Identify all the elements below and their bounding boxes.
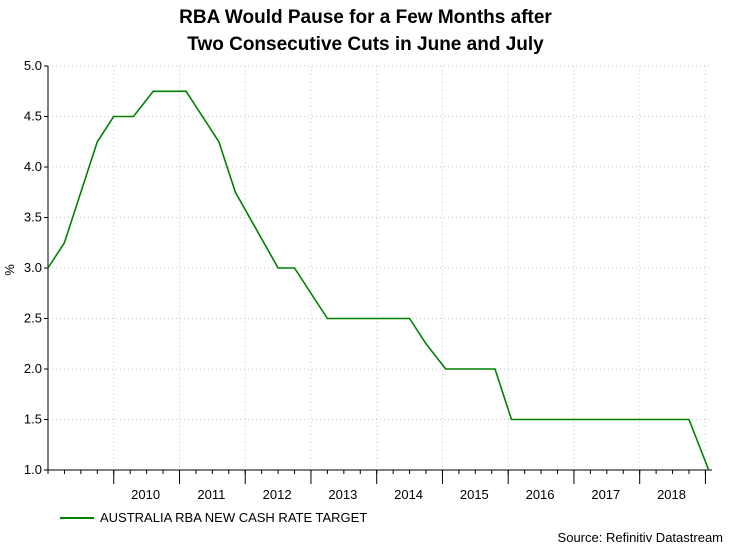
x-tick-label: 2013 bbox=[328, 487, 357, 502]
x-tick-label: 2017 bbox=[591, 487, 620, 502]
legend: AUSTRALIA RBA NEW CASH RATE TARGET bbox=[60, 510, 367, 525]
y-tick-label: 3.0 bbox=[24, 260, 42, 275]
series-group bbox=[47, 90, 710, 471]
grid-lines bbox=[48, 65, 712, 471]
y-axis-ticks: 5.0 4.5 4.0 3.5 3.0 2.5 2.0 1.5 1.0 bbox=[24, 58, 48, 477]
x-tick-label: 2016 bbox=[526, 487, 555, 502]
y-tick-label: 2.5 bbox=[24, 311, 42, 326]
y-tick-label: 5.0 bbox=[24, 58, 42, 73]
y-tick-label: 4.0 bbox=[24, 159, 42, 174]
x-tick-label: 2014 bbox=[394, 487, 423, 502]
legend-swatch bbox=[60, 516, 94, 519]
x-tick-label: 2018 bbox=[657, 487, 686, 502]
legend-label: AUSTRALIA RBA NEW CASH RATE TARGET bbox=[100, 510, 368, 525]
x-tick-label: 2015 bbox=[460, 487, 489, 502]
chart-title-line-2: Two Consecutive Cuts in June and July bbox=[187, 34, 544, 55]
y-tick-label: 1.5 bbox=[24, 412, 42, 427]
x-tick-label: 2011 bbox=[197, 487, 225, 502]
x-tick-label: 2010 bbox=[131, 487, 160, 502]
y-tick-label: 3.5 bbox=[24, 210, 42, 225]
chart-title-line-1: RBA Would Pause for a Few Months after bbox=[179, 7, 552, 28]
y-tick-label: 4.5 bbox=[24, 109, 42, 124]
x-axis-ticks: 2010 2011 2012 2013 2014 2015 2016 2017 2018 bbox=[47, 470, 706, 502]
source-note: Source: Refinitiv Datastream bbox=[557, 530, 723, 545]
y-tick-label: 1.0 bbox=[24, 462, 42, 477]
x-tick-label: 2012 bbox=[263, 487, 292, 502]
y-tick-label: 2.0 bbox=[24, 361, 42, 376]
y-axis-label: % bbox=[2, 264, 17, 276]
series-line bbox=[47, 90, 710, 471]
chart-title: RBA Would Pause for a Few Months after T… bbox=[0, 4, 731, 58]
